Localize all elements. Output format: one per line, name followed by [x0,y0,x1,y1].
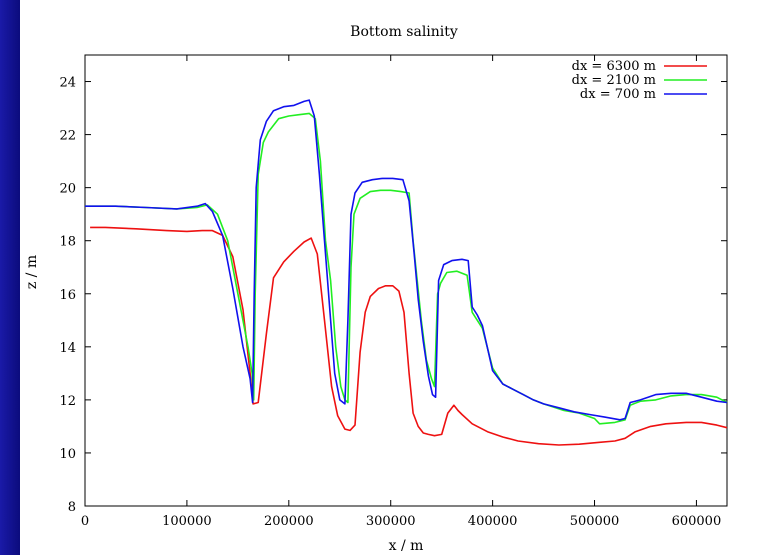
y-tick-label: 20 [59,182,76,197]
y-tick-label: 16 [59,288,76,303]
series-line-3 [85,99,728,421]
y-tick-label: 22 [59,129,76,144]
plot-background [20,0,778,555]
legend: dx = 6300 mdx = 2100 mdx = 700 m [572,59,707,102]
x-axis-label: x / m [389,538,424,554]
y-axis-label: z / m [24,255,40,289]
y-tick-label: 8 [68,500,76,515]
y-tick-label: 10 [59,447,76,462]
x-tick-label: 500000 [570,514,620,529]
axes-group: 0 100000 200000 300000 400000 500000 600000 8 10… [59,54,728,529]
legend-label: dx = 6300 m [572,59,656,74]
x-tick-label: 300000 [366,514,416,529]
y-tick-label: 12 [59,394,76,409]
y-tick-label: 24 [59,76,76,91]
plot-frame [84,54,728,507]
x-tick-label: 600000 [672,514,722,529]
x-tick-label: 0 [81,514,89,529]
y-tick-label: 18 [59,235,76,250]
legend-label: dx = 2100 m [572,73,656,88]
chart-title: Bottom salinity [350,24,458,40]
x-tick-label: 200000 [264,514,314,529]
x-tick-label: 100000 [162,514,212,529]
series-lines [85,99,728,446]
legend-label: dx = 700 m [580,87,656,102]
series-line-2 [85,112,728,425]
x-tick-label: 400000 [468,514,518,529]
y-tick-label: 14 [59,341,76,356]
